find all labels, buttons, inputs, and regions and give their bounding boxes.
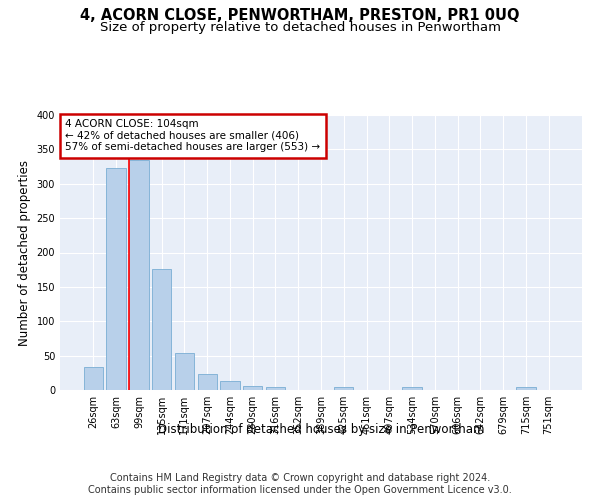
- Y-axis label: Number of detached properties: Number of detached properties: [18, 160, 31, 346]
- Bar: [197, 374, 217, 390]
- Text: Distribution of detached houses by size in Penwortham: Distribution of detached houses by size …: [158, 422, 484, 436]
- Text: Size of property relative to detached houses in Penwortham: Size of property relative to detached ho…: [100, 21, 500, 34]
- Bar: [334, 386, 353, 390]
- Text: Contains HM Land Registry data © Crown copyright and database right 2024.
Contai: Contains HM Land Registry data © Crown c…: [88, 474, 512, 495]
- Bar: [403, 387, 422, 390]
- Bar: [106, 168, 126, 390]
- Text: 4 ACORN CLOSE: 104sqm
← 42% of detached houses are smaller (406)
57% of semi-det: 4 ACORN CLOSE: 104sqm ← 42% of detached …: [65, 119, 320, 152]
- Bar: [129, 160, 149, 390]
- Bar: [84, 368, 103, 390]
- Bar: [243, 386, 262, 390]
- Text: 4, ACORN CLOSE, PENWORTHAM, PRESTON, PR1 0UQ: 4, ACORN CLOSE, PENWORTHAM, PRESTON, PR1…: [80, 8, 520, 22]
- Bar: [516, 387, 536, 390]
- Bar: [220, 381, 239, 390]
- Bar: [266, 387, 285, 390]
- Bar: [152, 269, 172, 390]
- Bar: [175, 353, 194, 390]
